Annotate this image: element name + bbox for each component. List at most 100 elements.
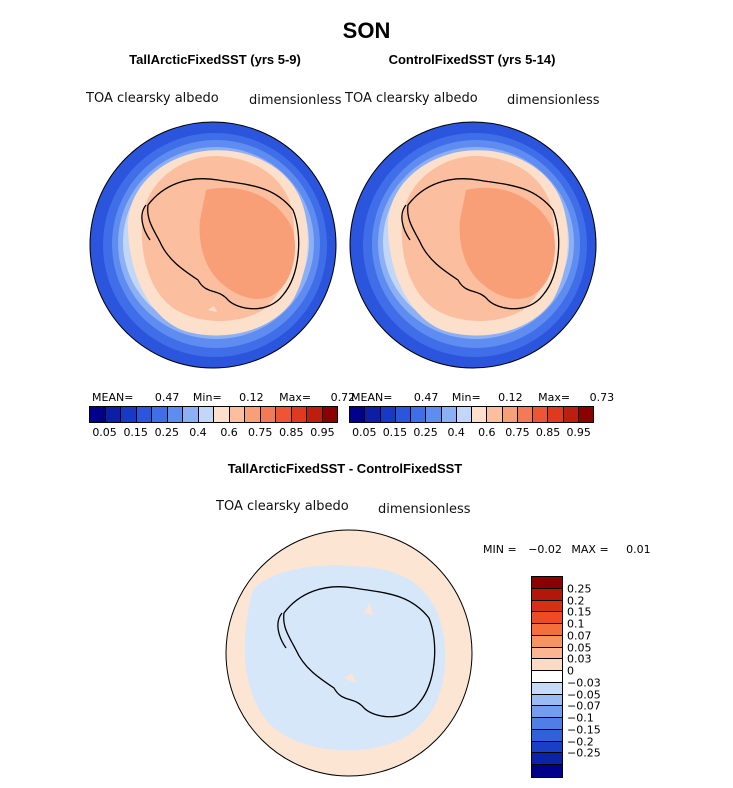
colorbar-swatch xyxy=(276,407,292,422)
colorbar-tick-label: 0.05 xyxy=(92,426,117,439)
max-label: Max= xyxy=(538,391,571,404)
colorbar-tick-label: 0.75 xyxy=(505,426,530,439)
colorbar-control xyxy=(349,406,594,423)
max-label: Max= xyxy=(279,391,312,404)
colorbar-swatch xyxy=(350,407,366,422)
colorbar-tick-label: 0.25 xyxy=(413,426,438,439)
colorbar-tick-label: 0.95 xyxy=(566,426,591,439)
colorbar-swatch xyxy=(291,407,307,422)
colorbar-tick-label: 0.15 xyxy=(123,426,148,439)
colorbar-tick-label: 0.6 xyxy=(220,426,238,439)
colorbar-tick-label: −0.1 xyxy=(567,711,594,725)
colorbar-tick-label: 0.85 xyxy=(279,426,304,439)
colorbar-tick-label: −0.2 xyxy=(567,735,594,748)
colorbar-swatch xyxy=(441,407,457,422)
colorbar-tick-label: 0.03 xyxy=(567,652,592,666)
colorbar-swatch xyxy=(532,612,562,624)
colorbar-swatch xyxy=(532,753,562,765)
colorbar-tick-label: −0.25 xyxy=(567,746,601,760)
colorbar-swatch xyxy=(152,407,168,422)
colorbar-swatch xyxy=(426,407,442,422)
colorbar-tick-label: 0.25 xyxy=(154,426,180,439)
colorbar-swatch xyxy=(532,765,562,777)
colorbar-tick-label: 0 xyxy=(567,664,574,678)
colorbar-ticks-tall: 0.05 0.15 0.25 0.4 0.6 0.75 0.85 0.95 xyxy=(89,426,338,440)
colorbar-swatch xyxy=(183,407,199,422)
panel-variable-tall: TOA clearsky albedo xyxy=(86,91,219,106)
mean-value: 0.47 xyxy=(413,391,439,404)
max-value: 0.73 xyxy=(589,391,615,404)
colorbar-tick-label: 0.2 xyxy=(567,594,585,607)
mean-value: 0.47 xyxy=(154,391,180,404)
panel-units-control: dimensionless xyxy=(507,93,600,108)
colorbar-swatch xyxy=(380,407,396,422)
colorbar-swatch xyxy=(563,407,579,422)
diff-title: TallArcticFixedSST - ControlFixedSST xyxy=(227,461,463,476)
colorbar-swatch xyxy=(517,407,533,422)
colorbar-tick-label: 0.05 xyxy=(567,641,592,654)
colorbar-swatch xyxy=(198,407,214,422)
diff-units: dimensionless xyxy=(378,502,471,517)
panel-variable-control: TOA clearsky albedo xyxy=(345,91,478,106)
colorbar-tick-label: 0.4 xyxy=(447,426,465,439)
diff-min-label: MIN = xyxy=(483,543,517,556)
colorbar-tall xyxy=(89,406,338,423)
colorbar-swatch xyxy=(136,407,152,422)
colorbar-tick-label: 0.05 xyxy=(352,426,377,439)
colorbar-swatch xyxy=(456,407,472,422)
colorbar-swatch xyxy=(322,407,337,422)
min-value: 0.12 xyxy=(239,391,264,404)
colorbar-tick-label: 0.25 xyxy=(567,582,592,596)
colorbar-tick-label: −0.15 xyxy=(567,723,601,737)
colorbar-swatch xyxy=(578,407,593,422)
panel-units-tall: dimensionless xyxy=(249,93,342,108)
diff-max-label: MAX = xyxy=(571,543,609,556)
colorbar-ticks-control: 0.05 0.15 0.25 0.4 0.6 0.75 0.85 0.95 xyxy=(349,426,594,440)
diff-min-value: −0.02 xyxy=(528,543,562,556)
colorbar-swatch xyxy=(502,407,518,422)
mean-label: MEAN= xyxy=(351,391,393,404)
colorbar-tick-label: 0.1 xyxy=(567,617,585,631)
polar-map-tall xyxy=(89,121,337,369)
colorbar-swatch xyxy=(532,682,562,695)
diff-variable: TOA clearsky albedo xyxy=(216,499,349,514)
colorbar-swatch xyxy=(260,407,276,422)
colorbar-swatch xyxy=(532,671,562,683)
diff-max-value: 0.01 xyxy=(626,543,651,556)
colorbar-swatch xyxy=(121,407,137,422)
colorbar-tick-label: 0.15 xyxy=(382,426,408,439)
figure-title: SON xyxy=(342,18,391,43)
colorbar-swatch xyxy=(90,407,106,422)
colorbar-swatch xyxy=(395,407,411,422)
colorbar-swatch xyxy=(532,659,562,671)
colorbar-swatch xyxy=(307,407,323,422)
colorbar-swatch xyxy=(532,635,562,648)
colorbar-swatch xyxy=(487,407,503,422)
colorbar-tick-label: 0.07 xyxy=(567,629,592,643)
colorbar-swatch xyxy=(532,647,562,660)
colorbar-tick-label: 0.6 xyxy=(478,426,496,439)
colorbar-tick-label: 0.15 xyxy=(567,605,592,619)
colorbar-tick-label: −0.05 xyxy=(567,688,601,701)
colorbar-swatch xyxy=(532,600,562,613)
colorbar-tick-label: 0.4 xyxy=(189,426,207,439)
min-label: Min= xyxy=(192,391,222,404)
colorbar-swatch xyxy=(532,694,562,707)
colorbar-swatch xyxy=(532,706,562,718)
colorbar-swatch xyxy=(532,577,562,589)
colorbar-swatch xyxy=(532,729,562,742)
colorbar-swatch xyxy=(245,407,261,422)
colorbar-swatch xyxy=(365,407,381,422)
colorbar-swatch xyxy=(411,407,427,422)
colorbar-swatch xyxy=(532,588,562,601)
diff-stats: MIN = −0.02 MAX = 0.01 xyxy=(483,543,651,556)
min-label: Min= xyxy=(451,391,481,404)
colorbar-swatch xyxy=(472,407,488,422)
colorbar-tick-label: 0.85 xyxy=(535,426,561,439)
panel-title-tall: TallArcticFixedSST (yrs 5-9) xyxy=(129,52,301,67)
panel-title-control: ControlFixedSST (yrs 5-14) xyxy=(388,52,556,67)
colorbar-swatch xyxy=(532,741,562,754)
colorbar-tick-label: −0.03 xyxy=(567,676,601,690)
colorbar-swatch xyxy=(533,407,549,422)
colorbar-tick-label: 0.75 xyxy=(247,426,273,439)
